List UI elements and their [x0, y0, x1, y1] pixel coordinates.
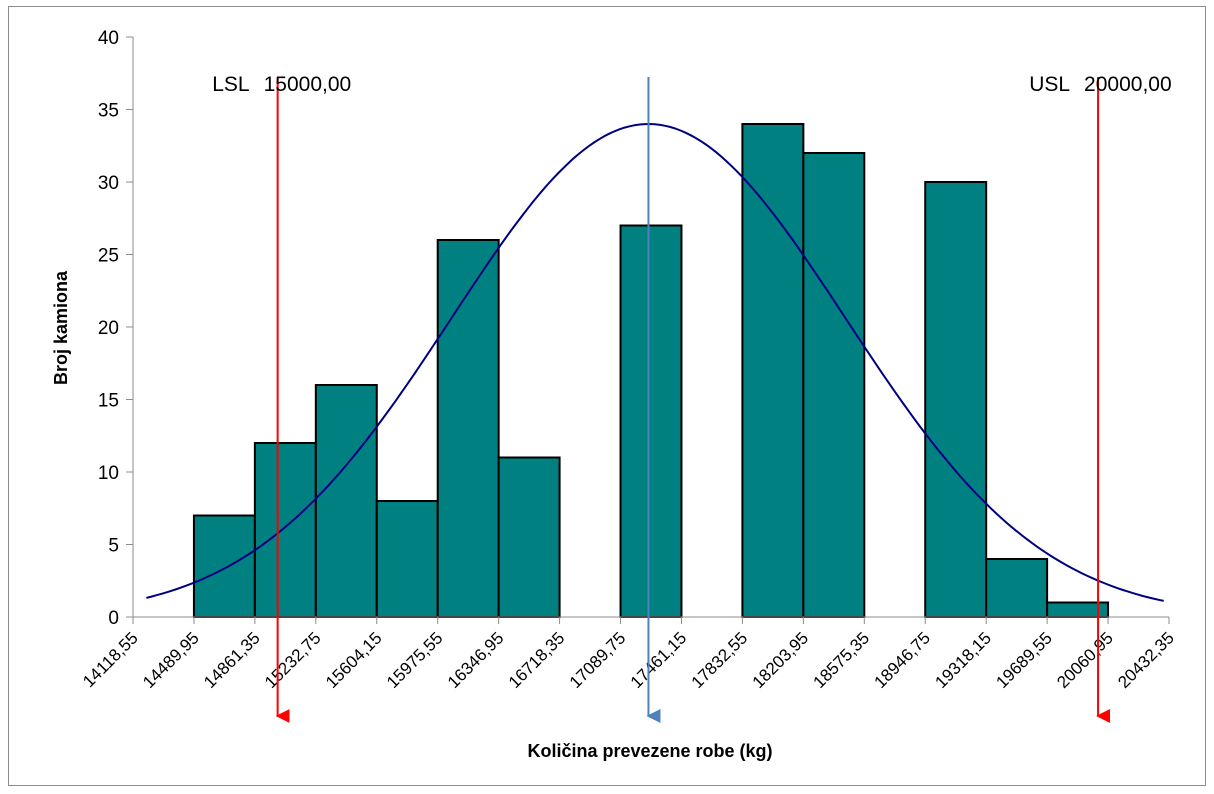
x-tick-label: 20432,35	[1114, 628, 1178, 692]
y-tick-label: 0	[108, 608, 119, 629]
y-tick-label: 25	[98, 246, 119, 267]
x-tick-label: 15604,15	[322, 628, 386, 692]
axis-labels: Količina prevezene robe (kg) Broj kamion…	[51, 270, 773, 761]
histogram-bars	[192, 123, 1110, 618]
normal-distribution-curve	[146, 122, 1164, 602]
y-tick-label: 35	[98, 101, 119, 122]
spec-limit-markers: LSL 15000,00 USL 20000,00	[212, 73, 1172, 723]
normal-curve-layer	[146, 122, 1164, 602]
histogram-bar	[192, 514, 256, 618]
histogram-bar	[985, 558, 1049, 618]
x-tick-label: 19689,55	[992, 628, 1056, 692]
usl-label: USL	[1029, 73, 1070, 96]
x-tick-label: 15975,55	[383, 628, 447, 692]
histogram-bar	[436, 239, 500, 618]
x-tick-label: 19318,15	[931, 628, 995, 692]
lsl-label: LSL	[212, 73, 249, 96]
y-tick-label: 30	[98, 173, 119, 194]
y-tick-label: 20	[98, 318, 119, 339]
histogram-bar	[924, 181, 988, 618]
y-tick-label: 40	[98, 28, 119, 49]
x-tick-label: 15232,75	[261, 628, 325, 692]
x-tick-label: 14861,35	[200, 628, 264, 692]
x-tick-label: 17832,55	[688, 628, 752, 692]
x-tick-label: 18946,75	[870, 628, 934, 692]
x-axis-title: Količina prevezene robe (kg)	[527, 741, 772, 761]
y-axis-title: Broj kamiona	[51, 270, 71, 385]
histogram-bar	[802, 152, 866, 618]
y-tick-label: 10	[98, 463, 119, 484]
usl-value: 20000,00	[1084, 73, 1172, 96]
x-tick-label: 14489,95	[139, 628, 203, 692]
y-tick-label: 15	[98, 391, 119, 412]
x-tick-label: 18575,35	[810, 628, 874, 692]
histogram-bar	[314, 384, 378, 618]
x-tick-label: 16718,35	[505, 628, 569, 692]
chart-frame	[8, 6, 1206, 786]
histogram-bar	[619, 224, 683, 618]
x-tick-label: 18203,95	[749, 628, 813, 692]
lsl-value: 15000,00	[264, 73, 352, 96]
x-tick-label: 17089,75	[566, 628, 630, 692]
y-tick-label: 5	[108, 536, 119, 557]
histogram-bar	[375, 500, 439, 618]
x-tick-label: 20060,95	[1053, 628, 1117, 692]
histogram-bar	[741, 123, 805, 618]
x-tick-label: 17461,15	[627, 628, 691, 692]
x-tick-label: 16346,95	[444, 628, 508, 692]
histogram-bar	[253, 442, 317, 618]
x-tick-label: 14118,55	[79, 628, 142, 691]
histogram-bar	[497, 456, 561, 618]
